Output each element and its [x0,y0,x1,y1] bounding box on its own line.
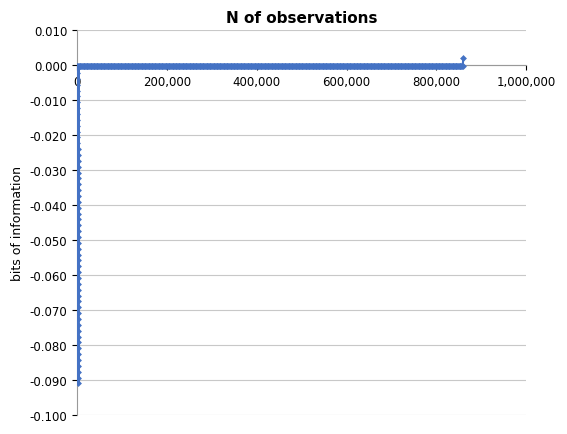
Title: N of observations: N of observations [226,11,378,26]
Y-axis label: bits of information: bits of information [11,166,24,280]
